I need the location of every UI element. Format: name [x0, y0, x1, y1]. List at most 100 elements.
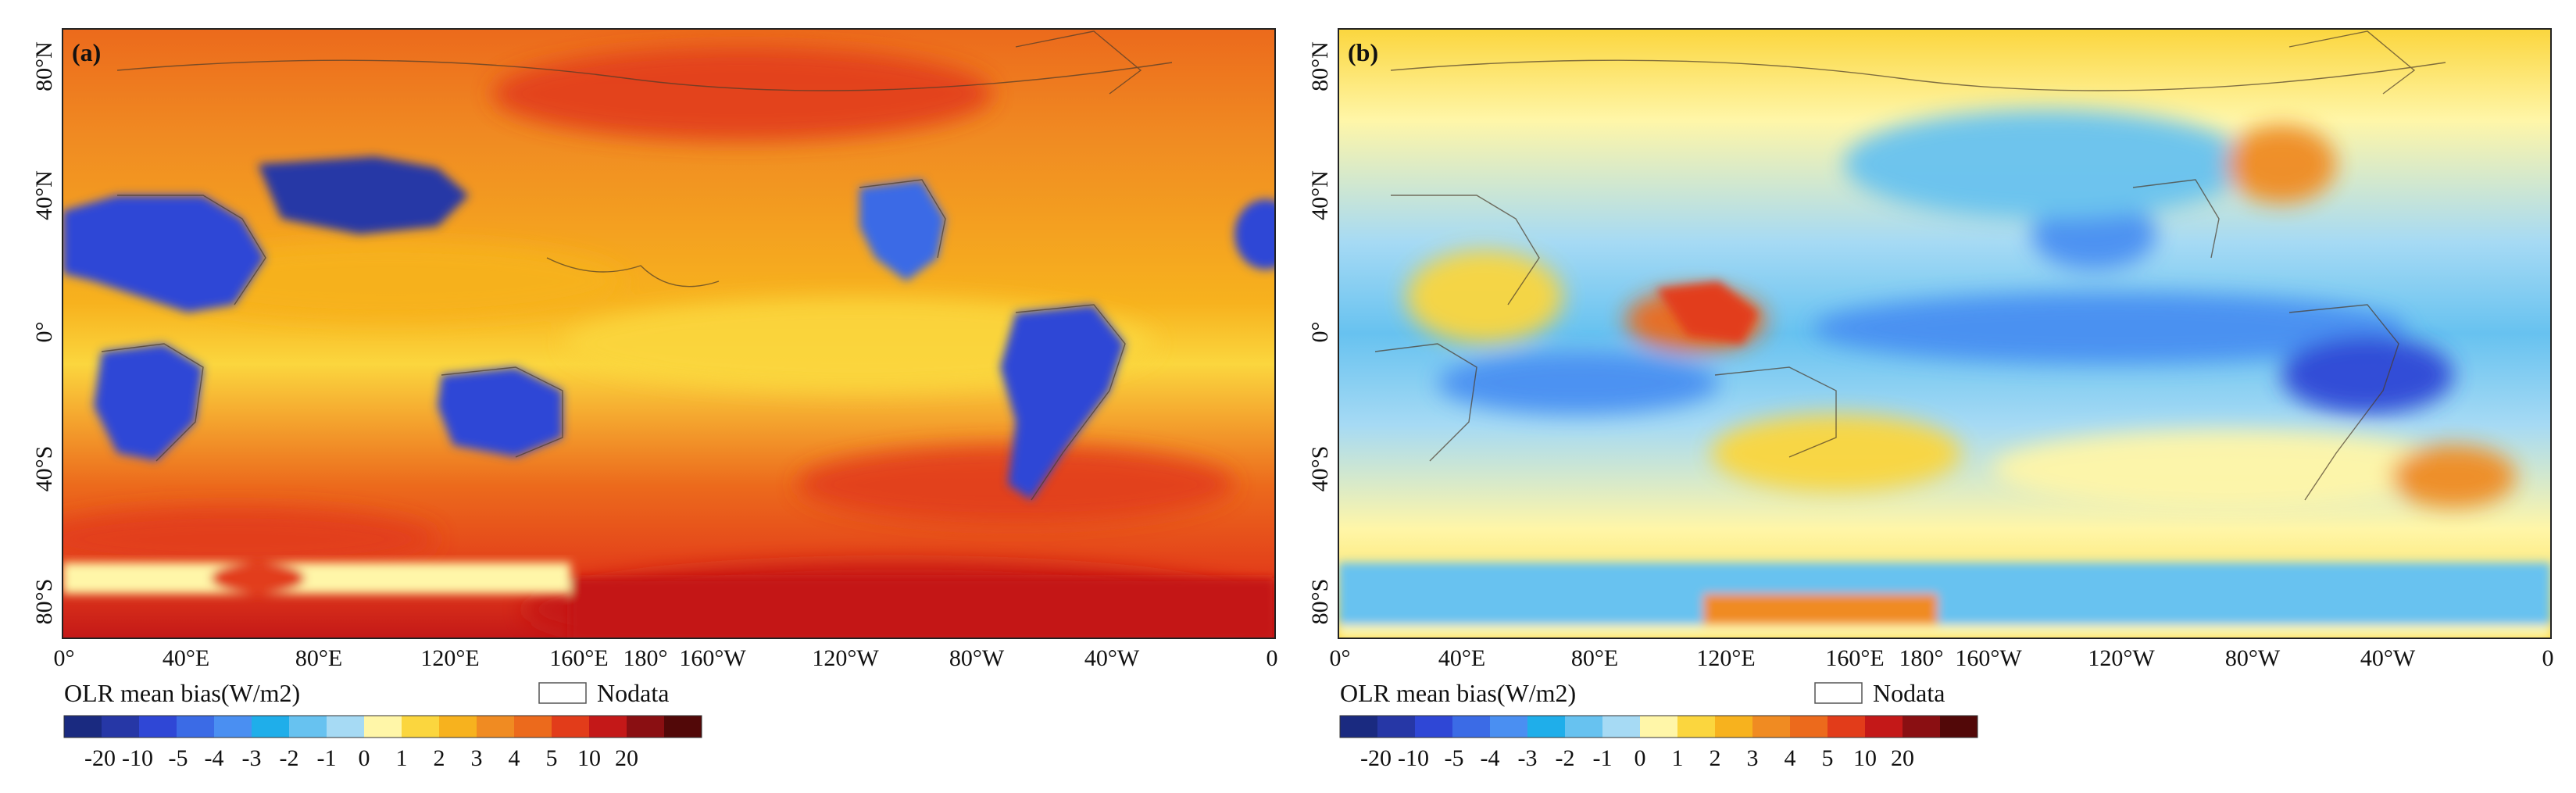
colorbar-swatch — [1452, 716, 1490, 738]
colorbar-swatch — [214, 716, 252, 738]
colorbar-swatch — [64, 716, 102, 738]
colorbar-swatch — [589, 716, 627, 738]
colorbar-tick-labels-a: -20 -10 -5 -4 -3 -2 -1 0 1 2 3 4 5 10 20 — [84, 745, 638, 771]
coastlines-a — [101, 30, 1173, 501]
colorbar-swatch — [1940, 716, 1978, 738]
south-africa-a — [94, 344, 203, 461]
colorbar-frame — [1339, 715, 1978, 738]
colorbar-tick-label: -5 — [169, 745, 188, 771]
colorbar-tick-label: 3 — [1747, 745, 1759, 771]
x-tick-label: 180° — [623, 645, 668, 671]
map-panel-b: (b) 80°N 40°N 0° 40°S 80°S 0° 40°E 80°E … — [1307, 28, 2554, 771]
map-a-field — [63, 29, 1275, 638]
pacific-blue-band-b — [1813, 293, 2406, 363]
colorbar-tick-label: -1 — [1593, 745, 1613, 771]
panel-label-b: (b) — [1348, 38, 1378, 66]
x-tick-label: 0 — [2542, 645, 2554, 671]
colorbar-swatch — [102, 716, 139, 738]
colorbar-tick-label: -20 — [84, 745, 116, 771]
colorbar-swatch — [1827, 716, 1865, 738]
colorbar-tick-label: -10 — [122, 745, 153, 771]
colorbar-swatch — [1903, 716, 1940, 738]
colorbar-tick-label: 5 — [1822, 745, 1834, 771]
nodata-label-a: Nodata — [597, 679, 669, 707]
colorbar-tick-label: -4 — [1481, 745, 1500, 771]
colorbar-tick-label: 4 — [509, 745, 520, 771]
colorbar-tick-label: -1 — [317, 745, 337, 771]
x-tick-label: 180° — [1899, 645, 1944, 671]
central-asia-a — [258, 156, 469, 234]
colorbar-swatch — [439, 716, 477, 738]
y-tick-label: 40°S — [31, 446, 57, 492]
map-b-field — [1338, 29, 2551, 638]
y-tick-label: 80°N — [1307, 41, 1333, 91]
colorbar-swatch — [552, 716, 589, 738]
colorbar-swatch — [1602, 716, 1640, 738]
colorbar-swatch — [664, 716, 702, 738]
y-tick-label: 0° — [1307, 322, 1333, 343]
australia-a — [438, 367, 563, 457]
colorbar-tick-label: 5 — [546, 745, 558, 771]
y-tick-label: 80°N — [31, 41, 57, 91]
x-tick-label: 160°E — [549, 645, 608, 671]
colorbar-swatch — [327, 716, 364, 738]
x-tick-label: 0° — [54, 645, 75, 671]
colorbar-swatch — [1640, 716, 1677, 738]
east-africa-edge-a — [1234, 199, 1275, 270]
colorbar-tick-label: -2 — [1556, 745, 1575, 771]
colorbar-title-b: OLR mean bias(W/m2) — [1340, 679, 1576, 707]
north-africa-arabia-a — [63, 195, 266, 313]
x-tick-label: 160°E — [1825, 645, 1884, 671]
colorbar-tick-label: 1 — [396, 745, 408, 771]
y-tick-label: 80°S — [1307, 579, 1333, 625]
map-frame-a — [62, 28, 1276, 639]
x-tick-label: 80°E — [1571, 645, 1618, 671]
colorbar-swatch — [139, 716, 177, 738]
x-tick-label: 160°W — [679, 645, 746, 671]
colorbar-tick-label: 1 — [1672, 745, 1684, 771]
colorbar-swatch — [1752, 716, 1790, 738]
maritime-continent-b — [1656, 281, 1758, 344]
colorbar-swatch — [1415, 716, 1452, 738]
colorbar-frame — [63, 715, 702, 738]
colorbar-swatch — [252, 716, 289, 738]
x-tick-labels-b: 0° 40°E 80°E 120°E 160°E 180° 160°W 120°… — [1330, 645, 2554, 671]
y-tick-label: 40°N — [1307, 170, 1333, 220]
nodata-swatch-a — [538, 682, 587, 704]
colorbar-swatch — [289, 716, 327, 738]
colorbar-tick-label: 10 — [577, 745, 601, 771]
colorbar-tick-label: 20 — [1891, 745, 1914, 771]
colorbar-tick-label: -2 — [280, 745, 299, 771]
colorbar-swatch — [177, 716, 214, 738]
colorbar-swatch — [1340, 716, 1377, 738]
coastlines-b — [1374, 30, 2446, 501]
colorbar-swatch — [627, 716, 664, 738]
colorbar-title-a: OLR mean bias(W/m2) — [64, 679, 300, 707]
colorbar-swatch — [1865, 716, 1903, 738]
colorbar-tick-labels-b: -20 -10 -5 -4 -3 -2 -1 0 1 2 3 4 5 10 20 — [1360, 745, 1914, 771]
colorbar-tick-label: 10 — [1853, 745, 1877, 771]
map-frame-b — [1338, 28, 2552, 639]
x-tick-label: 80°W — [949, 645, 1005, 671]
x-tick-label: 40°E — [163, 645, 209, 671]
north-america-west-a — [859, 180, 945, 281]
colorbar-swatch — [1377, 716, 1415, 738]
colorbar-tick-label: 3 — [471, 745, 483, 771]
nodata-swatch-b — [1814, 682, 1863, 704]
colorbar-b: OLR mean bias(W/m2) Nodata -20 -10 -5 -4… — [1339, 679, 1978, 771]
y-tick-labels-b: 80°N 40°N 0° 40°S 80°S — [1307, 41, 1333, 624]
x-tick-label: 160°W — [1955, 645, 2022, 671]
y-tick-label: 40°N — [31, 170, 57, 220]
colorbar-tick-label: 20 — [615, 745, 638, 771]
colorbar-swatch — [402, 716, 439, 738]
colorbar-tick-label: -3 — [242, 745, 262, 771]
x-tick-label: 120°E — [420, 645, 479, 671]
x-tick-label: 120°W — [812, 645, 879, 671]
x-tick-label: 40°E — [1438, 645, 1485, 671]
colorbar-tick-label: -4 — [205, 745, 224, 771]
map-panel-a: (a) 80°N 40°N 0° 40°S 80°S 0° 40°E 80°E … — [31, 28, 1278, 771]
colorbar-tick-label: -10 — [1398, 745, 1429, 771]
x-tick-label: 120°W — [2088, 645, 2155, 671]
x-tick-label: 120°E — [1696, 645, 1755, 671]
